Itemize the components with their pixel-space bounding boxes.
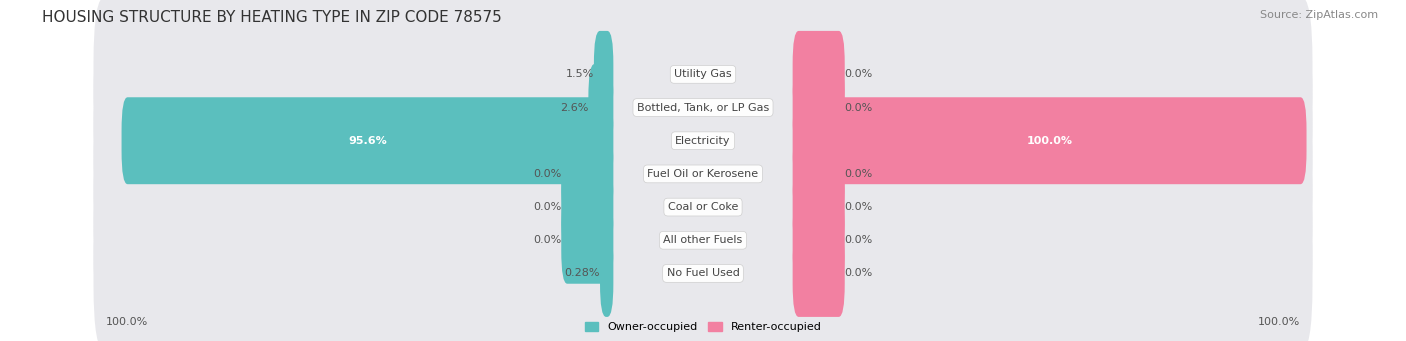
FancyBboxPatch shape xyxy=(793,131,845,217)
Text: 100.0%: 100.0% xyxy=(1258,317,1301,327)
FancyBboxPatch shape xyxy=(94,0,1313,153)
FancyBboxPatch shape xyxy=(561,197,613,284)
Text: 95.6%: 95.6% xyxy=(349,136,387,146)
Text: 0.0%: 0.0% xyxy=(845,169,873,179)
Text: No Fuel Used: No Fuel Used xyxy=(666,268,740,279)
Text: HOUSING STRUCTURE BY HEATING TYPE IN ZIP CODE 78575: HOUSING STRUCTURE BY HEATING TYPE IN ZIP… xyxy=(42,10,502,25)
FancyBboxPatch shape xyxy=(561,131,613,217)
Legend: Owner-occupied, Renter-occupied: Owner-occupied, Renter-occupied xyxy=(585,322,821,332)
Text: Utility Gas: Utility Gas xyxy=(675,69,731,79)
Text: 0.0%: 0.0% xyxy=(845,69,873,79)
FancyBboxPatch shape xyxy=(588,64,613,151)
FancyBboxPatch shape xyxy=(793,164,845,251)
FancyBboxPatch shape xyxy=(793,64,845,151)
Text: All other Fuels: All other Fuels xyxy=(664,235,742,245)
Text: 0.0%: 0.0% xyxy=(845,268,873,279)
FancyBboxPatch shape xyxy=(94,162,1313,318)
FancyBboxPatch shape xyxy=(593,31,613,118)
Text: Coal or Coke: Coal or Coke xyxy=(668,202,738,212)
Text: 0.0%: 0.0% xyxy=(533,169,561,179)
Text: Fuel Oil or Kerosene: Fuel Oil or Kerosene xyxy=(647,169,759,179)
Text: 100.0%: 100.0% xyxy=(105,317,148,327)
Text: 0.0%: 0.0% xyxy=(845,235,873,245)
Text: Source: ZipAtlas.com: Source: ZipAtlas.com xyxy=(1260,10,1378,20)
Text: 0.28%: 0.28% xyxy=(565,268,600,279)
Text: 0.0%: 0.0% xyxy=(533,202,561,212)
FancyBboxPatch shape xyxy=(793,197,845,284)
Text: 1.5%: 1.5% xyxy=(565,69,593,79)
Text: 100.0%: 100.0% xyxy=(1026,136,1073,146)
FancyBboxPatch shape xyxy=(94,62,1313,219)
FancyBboxPatch shape xyxy=(793,97,1306,184)
Text: Bottled, Tank, or LP Gas: Bottled, Tank, or LP Gas xyxy=(637,103,769,113)
FancyBboxPatch shape xyxy=(94,129,1313,285)
FancyBboxPatch shape xyxy=(94,29,1313,186)
Text: 2.6%: 2.6% xyxy=(560,103,588,113)
FancyBboxPatch shape xyxy=(94,195,1313,341)
FancyBboxPatch shape xyxy=(121,97,613,184)
FancyBboxPatch shape xyxy=(561,164,613,251)
Text: 0.0%: 0.0% xyxy=(845,103,873,113)
FancyBboxPatch shape xyxy=(793,31,845,118)
FancyBboxPatch shape xyxy=(600,230,613,317)
FancyBboxPatch shape xyxy=(793,230,845,317)
Text: 0.0%: 0.0% xyxy=(845,202,873,212)
FancyBboxPatch shape xyxy=(94,95,1313,252)
Text: Electricity: Electricity xyxy=(675,136,731,146)
Text: 0.0%: 0.0% xyxy=(533,235,561,245)
